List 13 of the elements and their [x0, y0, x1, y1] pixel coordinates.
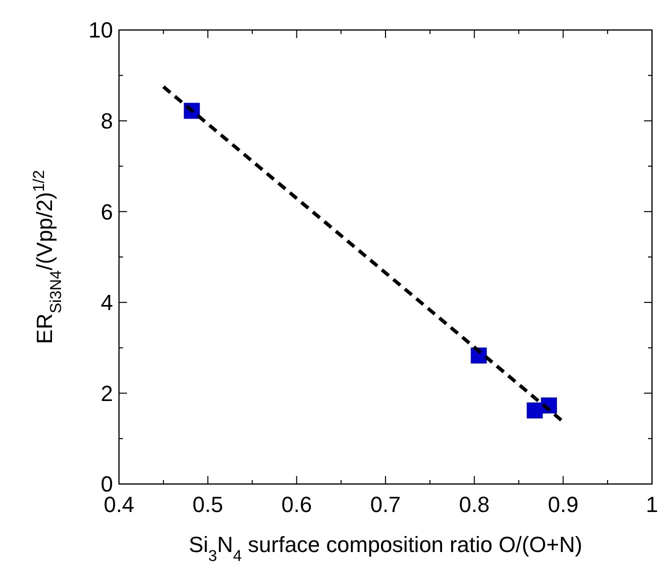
x-tick-label: 0.6 — [281, 492, 312, 517]
x-tick-label: 0.9 — [548, 492, 578, 517]
y-tick-label: 2 — [100, 380, 113, 406]
x-tick-label: 0.7 — [370, 492, 401, 517]
y-tick-label: 4 — [100, 290, 113, 316]
point — [526, 402, 543, 418]
y-tick-label: 6 — [100, 199, 113, 224]
x-axis-title: Si$_{3}$N$_{4}$ surface composition ratio O/(O+N) — [188, 532, 582, 564]
y-tick-label: 10 — [88, 18, 113, 43]
x-tick-label: 1 — [646, 492, 658, 517]
x-tick-label: 0.8 — [459, 492, 490, 517]
x-tick-label: 0.5 — [192, 492, 224, 517]
y-tick-label: 8 — [100, 108, 113, 134]
